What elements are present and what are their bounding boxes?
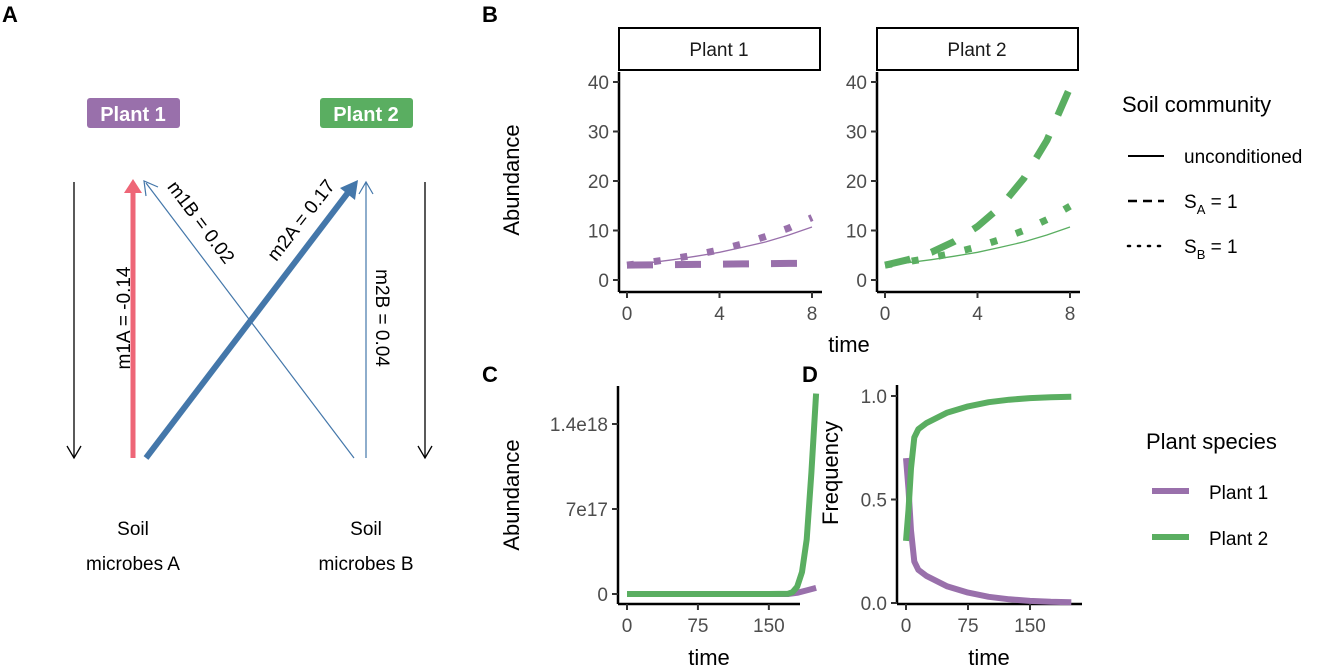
panel-b-x-title: time	[828, 332, 870, 357]
panel-d-y-tick-label: 1.0	[861, 387, 887, 408]
panel-b-facet2-y-tick-label: 0	[856, 271, 867, 292]
panel-d-y-title: Frequency	[818, 421, 843, 525]
legend-label-plant1: Plant 1	[1209, 483, 1268, 504]
panel-b-y-title: Abundance	[499, 124, 524, 235]
panel-b-facet1-y-tick-label: 40	[588, 73, 609, 94]
panel-c-y-tick-label: 0	[597, 585, 608, 606]
legend-plant-title: Plant species	[1146, 429, 1277, 454]
soil-b-label-line1: Soil	[350, 519, 382, 540]
panel-d-label: D	[802, 362, 818, 387]
legend-sa-main: S	[1184, 192, 1197, 213]
panel-c-x-tick-label: 75	[687, 616, 708, 637]
plant1-badge: Plant 1	[87, 98, 180, 128]
legend-sa-sub: A	[1197, 202, 1206, 217]
soil-b-label-line2: microbes B	[318, 554, 413, 575]
strip-plant-2-text: Plant 2	[947, 40, 1006, 61]
panel-c-y-tick-label: 7e17	[566, 500, 608, 521]
plant2-badge-text: Plant 2	[333, 104, 399, 126]
panel-b-facet1-x-tick-label: 4	[714, 304, 725, 325]
panel-b-facet1-y-tick-label: 10	[588, 222, 609, 243]
legend-sb-sub: B	[1197, 247, 1206, 262]
legend-item-plant1: Plant 1	[1152, 483, 1268, 504]
edge-m2a	[143, 180, 358, 460]
series-1-dotted	[626, 214, 814, 269]
legend-label-sa: SA = 1	[1184, 192, 1238, 217]
panel-c-x-tick-label: 0	[622, 616, 633, 637]
edge-m2b	[358, 180, 374, 458]
series-1-dashed	[626, 259, 813, 269]
soil-a-label-line1: Soil	[117, 519, 149, 540]
panel-b-facet2-y-tick-label: 30	[846, 123, 867, 144]
edge-m1a	[124, 179, 142, 458]
legend-sb-main: S	[1184, 237, 1197, 258]
plant2-badge: Plant 2	[320, 98, 413, 128]
panel-d-y-tick-label: 0.5	[861, 491, 887, 512]
legend-soil-community: Soil community unconditioned SA = 1 SB =…	[1122, 92, 1302, 262]
legend-soil-title: Soil community	[1122, 92, 1271, 117]
panel-c-y-tick-label: 1.4e18	[550, 415, 608, 436]
legend-item-unconditioned: unconditioned	[1128, 147, 1302, 168]
legend-sb-suffix: = 1	[1205, 237, 1237, 258]
legend-label-plant2: Plant 2	[1209, 529, 1268, 550]
plant1-badge-text: Plant 1	[100, 104, 166, 126]
edge-label-m2b: m2B = 0.04	[371, 269, 392, 367]
panel-c-y-title: Abundance	[499, 439, 524, 550]
legend-label-sb: SB = 1	[1184, 237, 1238, 262]
strip-plant-1	[618, 27, 821, 71]
panel-a-label: A	[2, 2, 18, 27]
panel-b-facet2-y-tick-label: 40	[846, 73, 867, 94]
panel-b-facet1-y-tick-label: 20	[588, 172, 609, 193]
panel-c-plot: 0 75 150 0 7e17 1.4e18	[550, 386, 820, 637]
panel-b-label: B	[482, 2, 498, 27]
panel-d-line-plant-1	[903, 457, 1072, 606]
plant2-badge-box	[320, 98, 413, 128]
panel-b-facet1-y-tick-label: 30	[588, 123, 609, 144]
panel-c-x-tick-label: 150	[753, 616, 785, 637]
panel-d-x-tick-label: 0	[901, 616, 912, 637]
panel-b-facet2-y-tick-label: 20	[846, 172, 867, 193]
panel-b-facet2-x-tick-label: 8	[1065, 304, 1076, 325]
series-2-dashed	[884, 86, 1074, 269]
panel-d: D Frequency time 0 75 150 0.0 0.5 1.0 Plant s…	[802, 362, 1277, 670]
facet-plant-2: Plant 2 0 4 8 0 10 20 30 40	[846, 27, 1080, 325]
legend-item-sb: SB = 1	[1126, 237, 1238, 262]
series-2-dotted	[884, 203, 1072, 269]
legend-label-unconditioned: unconditioned	[1184, 147, 1302, 168]
panel-b-facet1-x-tick-label: 0	[622, 304, 633, 325]
right-down-arrow	[417, 182, 433, 460]
plant1-badge-box	[87, 98, 180, 128]
facet-plant-1: Plant 1 0 4 8 0 10 20 30 40	[588, 27, 822, 325]
left-down-arrow	[66, 182, 82, 460]
panel-d-x-tick-label: 150	[1014, 616, 1046, 637]
soil-a-label-line2: microbes A	[86, 554, 180, 575]
panel-c-x-title: time	[688, 645, 730, 670]
strip-plant-2	[876, 27, 1079, 71]
legend-plant-species: Plant species Plant 1 Plant 2	[1146, 429, 1277, 550]
panel-c-label: C	[482, 362, 498, 387]
panel-d-x-title: time	[968, 645, 1010, 670]
panel-d-x-tick-label: 75	[957, 616, 978, 637]
panel-d-line-plant-2	[903, 393, 1072, 542]
panel-d-y-tick-label: 0.0	[861, 594, 887, 615]
legend-item-sa: SA = 1	[1128, 192, 1238, 217]
panel-b-facet2-y-tick-label: 10	[846, 222, 867, 243]
legend-sa-suffix: = 1	[1205, 192, 1237, 213]
panel-b-facet2-x-tick-label: 4	[972, 304, 983, 325]
panel-d-plot: 0 75 150 0.0 0.5 1.0	[861, 385, 1082, 637]
strip-plant-1-text: Plant 1	[689, 40, 748, 61]
panel-c-line-plant-2	[627, 393, 820, 597]
panel-b-facet1-x-tick-label: 8	[807, 304, 818, 325]
panel-a: A Plant 1 Plant 2	[2, 2, 433, 575]
panel-b-facet2-x-tick-label: 0	[880, 304, 891, 325]
panel-c: C Abundance time 0 75 150 0 7e17 1.4e18	[482, 362, 820, 670]
edge-label-m1a: m1A = -0.14	[114, 266, 135, 369]
legend-item-plant2: Plant 2	[1152, 529, 1268, 550]
panel-b-facet1-y-tick-label: 0	[598, 271, 609, 292]
